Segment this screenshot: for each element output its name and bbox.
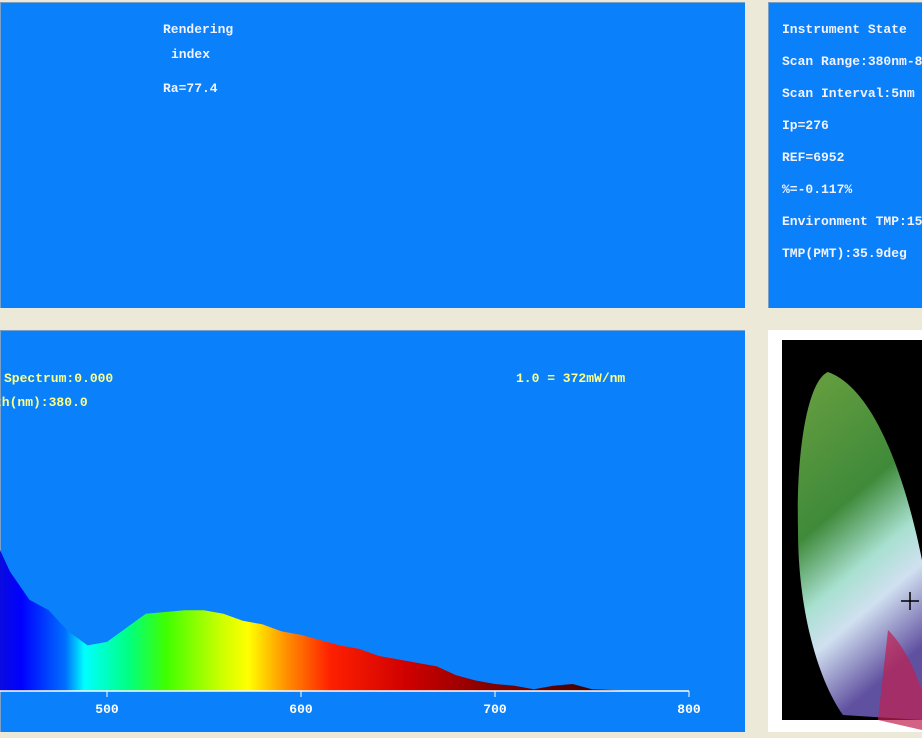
- instrument-line: %=-0.117%: [782, 182, 853, 197]
- scale-note: 1.0 = 372mW/nm: [516, 371, 626, 386]
- instrument-line: TMP(PMT):35.9deg: [782, 246, 907, 261]
- panel-title: Instrument State: [782, 22, 907, 37]
- instrument-line: Scan Range:380nm-8: [782, 54, 922, 69]
- spectrum-label: Spectrum:0.000: [4, 371, 114, 386]
- cie-diagram: [782, 340, 922, 730]
- wavelength-label: th(nm):380.0: [0, 395, 88, 410]
- instrument-line: REF=6952: [782, 150, 845, 165]
- x-tick-label: 800: [677, 702, 701, 717]
- panel-title: Rendering: [163, 22, 234, 37]
- rendering-panel: Rendering index Ra=77.4: [0, 2, 745, 308]
- x-tick-label: 700: [483, 702, 507, 717]
- x-tick-label: 500: [95, 702, 119, 717]
- spectrum-area: [0, 549, 689, 691]
- instrument-panel: Instrument State Scan Range:380nm-8 Scan …: [768, 2, 922, 308]
- chromaticity-panel: [768, 330, 922, 732]
- red-region: [878, 630, 922, 730]
- spectrum-panel: Spectrum:0.000 th(nm):380.0 1.0 = 372mW/…: [0, 330, 745, 732]
- panel-subtitle: index: [171, 47, 211, 62]
- gamut: [797, 372, 922, 720]
- instrument-line: Environment TMP:15: [782, 214, 922, 229]
- instrument-line: Ip=276: [782, 118, 829, 133]
- instrument-line: Scan Interval:5nm: [782, 86, 915, 101]
- ra-value: Ra=77.4: [163, 81, 218, 96]
- spectrum-chart: 500 600 700 800: [0, 549, 701, 717]
- x-tick-label: 600: [289, 702, 313, 717]
